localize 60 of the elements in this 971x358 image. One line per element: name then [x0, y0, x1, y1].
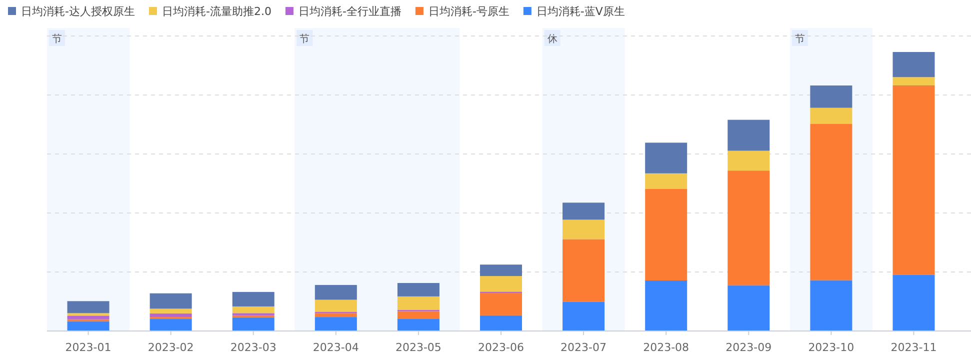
bar	[810, 280, 852, 331]
bar	[314, 317, 357, 331]
bar	[562, 202, 605, 220]
bar	[645, 142, 688, 174]
x-tick-label: 2023-05	[395, 341, 442, 354]
bar	[645, 173, 688, 189]
legend-item: 日均消耗-号原生	[415, 5, 510, 18]
bar	[480, 264, 522, 276]
bar	[645, 188, 688, 280]
bar	[892, 52, 935, 78]
bar	[645, 280, 688, 331]
legend-item: 日均消耗-蓝V原生	[523, 5, 625, 18]
bar	[67, 316, 110, 320]
bar	[480, 276, 522, 292]
bar	[562, 220, 605, 240]
legend-item: 日均消耗-流量助推2.0	[148, 5, 272, 18]
x-tick-label: 2023-03	[230, 341, 276, 354]
bar	[232, 306, 274, 314]
bar	[728, 285, 770, 331]
bar	[562, 302, 605, 331]
bar	[480, 315, 522, 331]
band-label: 休	[547, 34, 558, 45]
bar	[728, 150, 770, 171]
bar	[67, 301, 110, 314]
x-tick-label: 2023-02	[148, 341, 194, 354]
bar	[150, 313, 192, 318]
bar	[810, 124, 852, 280]
bar	[810, 85, 852, 108]
x-tick-label: 2023-01	[65, 341, 112, 354]
bar	[314, 313, 357, 318]
bar	[67, 313, 110, 316]
bar	[314, 284, 357, 300]
bar	[150, 293, 192, 309]
bar	[562, 239, 605, 302]
legend-item: 日均消耗-全行业直播	[285, 5, 402, 18]
bar	[314, 300, 357, 312]
bar	[397, 319, 440, 331]
bar	[150, 319, 192, 331]
x-tick-label: 2023-06	[478, 341, 524, 354]
bar	[397, 283, 440, 296]
x-tick-label: 2023-07	[560, 341, 607, 354]
bar	[892, 77, 935, 86]
bar	[728, 170, 770, 286]
bar	[810, 108, 852, 124]
bar	[150, 308, 192, 314]
legend-item: 日均消耗-达人授权原生	[8, 5, 135, 18]
bar	[728, 120, 770, 151]
x-tick-label: 2023-04	[312, 341, 359, 354]
bar	[67, 321, 110, 331]
bar	[232, 317, 274, 331]
bar	[480, 293, 522, 316]
x-tick-label: 2023-10	[808, 341, 854, 354]
bar	[397, 311, 440, 320]
bar	[232, 292, 274, 306]
bar	[397, 296, 440, 310]
x-tick-label: 2023-11	[890, 341, 937, 354]
bar	[892, 274, 935, 331]
x-tick-label: 2023-08	[643, 341, 690, 354]
bar	[892, 86, 935, 275]
x-tick-label: 2023-09	[726, 341, 772, 354]
